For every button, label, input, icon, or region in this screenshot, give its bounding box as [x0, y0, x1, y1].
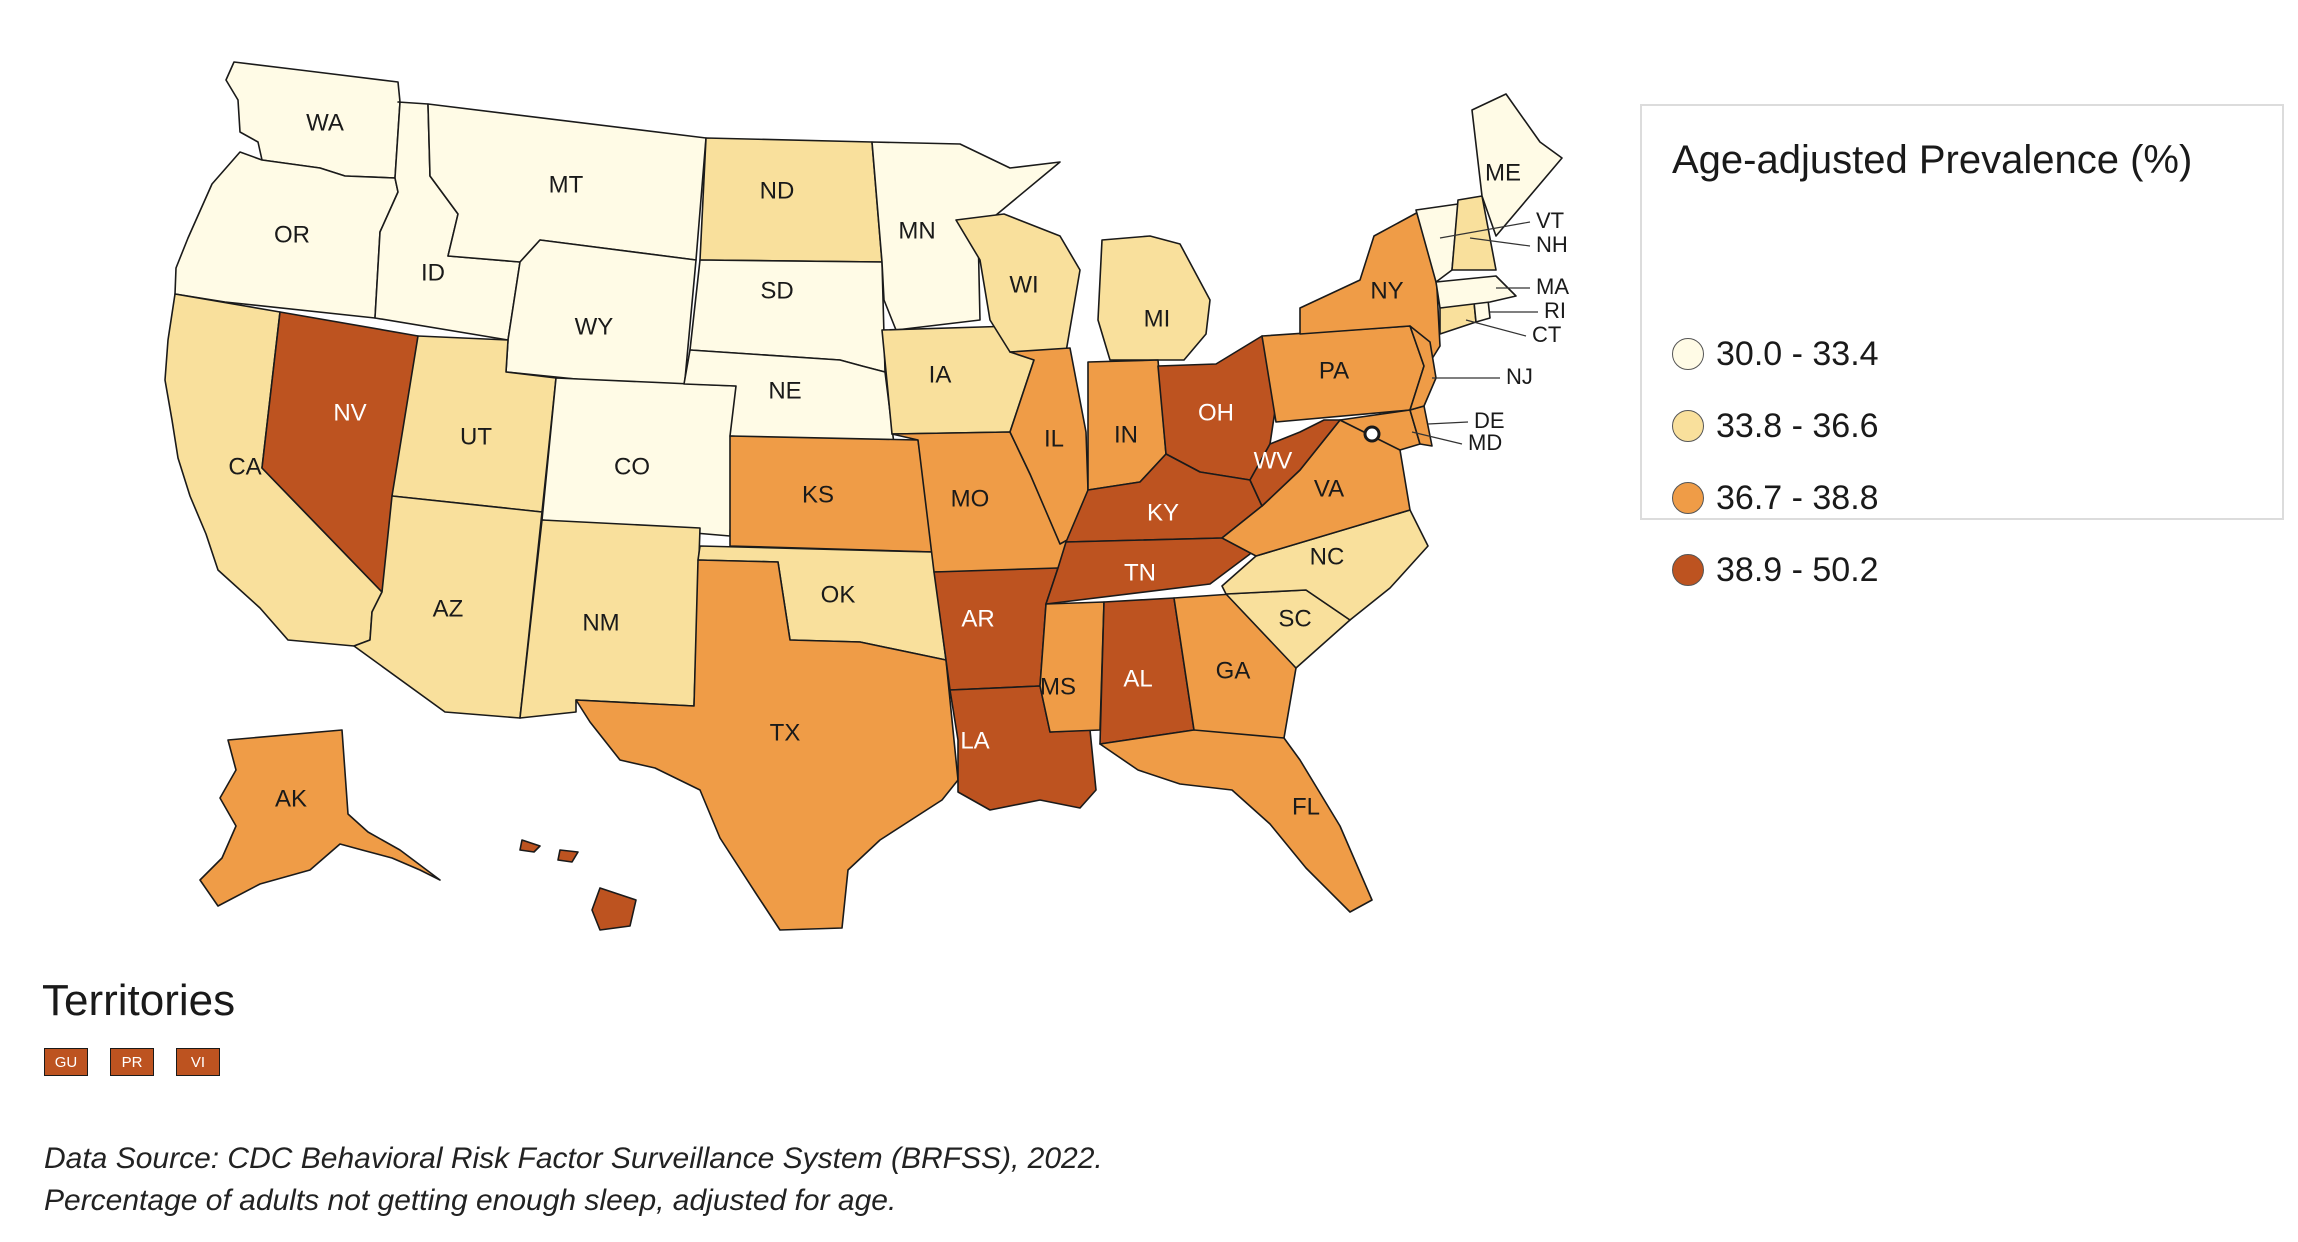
state-label-ks: KS: [802, 481, 834, 508]
legend-swatch-2: [1672, 410, 1704, 442]
state-fl[interactable]: [1099, 729, 1373, 913]
state-label-ok: OK: [821, 581, 856, 608]
state-hi[interactable]: [519, 839, 637, 931]
state-label-wy: WY: [575, 313, 614, 340]
state-label-fl: FL: [1292, 793, 1320, 820]
state-label-ar: AR: [961, 605, 994, 632]
footnote-description: Percentage of adults not getting enough …: [44, 1184, 897, 1217]
legend-item-2[interactable]: 33.8 - 36.6: [1672, 404, 1879, 448]
state-label-wa: WA: [306, 109, 344, 136]
leader-line-ct: [1465, 319, 1527, 337]
state-nj[interactable]: [1409, 325, 1437, 411]
state-label-ca: CA: [228, 453, 261, 480]
territory-gu[interactable]: GU: [44, 1048, 88, 1076]
dc-marker[interactable]: [1363, 425, 1381, 443]
state-mi[interactable]: [1097, 235, 1211, 361]
state-label-hi: HI: [556, 893, 580, 920]
territory-vi[interactable]: VI: [176, 1048, 220, 1076]
state-tx[interactable]: [575, 559, 959, 931]
state-me[interactable]: [1471, 93, 1563, 237]
state-or[interactable]: [174, 151, 399, 319]
legend-label-2: 33.8 - 36.6: [1716, 406, 1879, 445]
leader-line-de: [1427, 421, 1469, 425]
state-ar[interactable]: [933, 567, 1059, 691]
state-label-sd: SD: [760, 277, 793, 304]
state-label-ms: MS: [1040, 673, 1076, 700]
state-label-nm: NM: [582, 609, 619, 636]
legend-item-4[interactable]: 38.9 - 50.2: [1672, 548, 1879, 592]
state-ma[interactable]: [1435, 275, 1517, 309]
state-nh[interactable]: [1451, 195, 1497, 271]
state-label-nh: NH: [1536, 232, 1568, 257]
state-label-nd: ND: [760, 177, 795, 204]
state-label-ne: NE: [768, 377, 801, 404]
state-wv[interactable]: [1249, 419, 1341, 507]
state-label-me: ME: [1485, 159, 1521, 186]
state-label-vt: VT: [1536, 208, 1564, 233]
state-label-va: VA: [1314, 475, 1344, 502]
state-label-tx: TX: [770, 719, 801, 746]
state-label-de: DE: [1474, 408, 1505, 433]
legend-label-4: 38.9 - 50.2: [1716, 550, 1879, 589]
state-label-mn: MN: [898, 217, 935, 244]
state-label-co: CO: [614, 453, 650, 480]
legend-label-3: 36.7 - 38.8: [1716, 478, 1879, 517]
state-label-al: AL: [1123, 665, 1152, 692]
state-ms[interactable]: [1039, 601, 1105, 733]
state-label-ma: MA: [1536, 274, 1569, 299]
state-label-ak: AK: [275, 785, 307, 812]
state-label-nv: NV: [333, 399, 366, 426]
leader-line-nh: [1469, 237, 1531, 247]
state-label-md: MD: [1468, 430, 1502, 455]
state-label-ia: IA: [929, 361, 952, 388]
state-label-or: OR: [274, 221, 310, 248]
state-label-ky: KY: [1147, 499, 1179, 526]
state-label-la: LA: [960, 727, 989, 754]
state-label-pa: PA: [1319, 357, 1349, 384]
legend-swatch-3: [1672, 482, 1704, 514]
territories-title: Territories: [42, 976, 236, 1025]
state-label-ga: GA: [1216, 657, 1251, 684]
legend-title: Age-adjusted Prevalence (%): [1672, 138, 2193, 182]
state-label-sc: SC: [1278, 605, 1311, 632]
legend-label-1: 30.0 - 33.4: [1716, 334, 1879, 373]
state-label-az: AZ: [433, 595, 464, 622]
state-label-nj: NJ: [1506, 364, 1533, 389]
state-ny[interactable]: [1299, 209, 1441, 363]
state-label-mi: MI: [1144, 305, 1171, 332]
leader-line-vt: [1439, 221, 1531, 239]
legend-swatch-1: [1672, 338, 1704, 370]
state-label-ri: RI: [1544, 298, 1566, 323]
state-label-mo: MO: [951, 485, 990, 512]
us-choropleth-map: WA OR CA NV ID MT WY UT CO AZ NM ND SD NE KS OK TX MN IA MO…: [164, 61, 1569, 931]
leader-line-md: [1411, 431, 1463, 445]
state-label-tn: TN: [1124, 559, 1156, 586]
footnote-source: Data Source: CDC Behavioral Risk Factor …: [44, 1142, 1103, 1175]
state-label-oh: OH: [1198, 399, 1234, 426]
legend-swatch-4: [1672, 554, 1704, 586]
state-label-il: IL: [1044, 425, 1064, 452]
state-label-in: IN: [1114, 421, 1138, 448]
legend: Age-adjusted Prevalence (%) 30.0 - 33.4 …: [1640, 104, 2284, 589]
legend-item-3[interactable]: 36.7 - 38.8: [1672, 476, 1879, 520]
state-label-mt: MT: [549, 171, 584, 198]
state-ak[interactable]: [199, 729, 441, 907]
state-label-nc: NC: [1310, 543, 1345, 570]
state-label-wv: WV: [1254, 447, 1293, 474]
legend-item-1[interactable]: 30.0 - 33.4: [1672, 332, 1879, 376]
state-label-wi: WI: [1009, 271, 1038, 298]
state-label-ut: UT: [460, 423, 492, 450]
territory-pr[interactable]: PR: [110, 1048, 154, 1076]
state-label-id: ID: [421, 259, 445, 286]
state-label-ct: CT: [1532, 322, 1561, 347]
state-label-ny: NY: [1370, 277, 1403, 304]
